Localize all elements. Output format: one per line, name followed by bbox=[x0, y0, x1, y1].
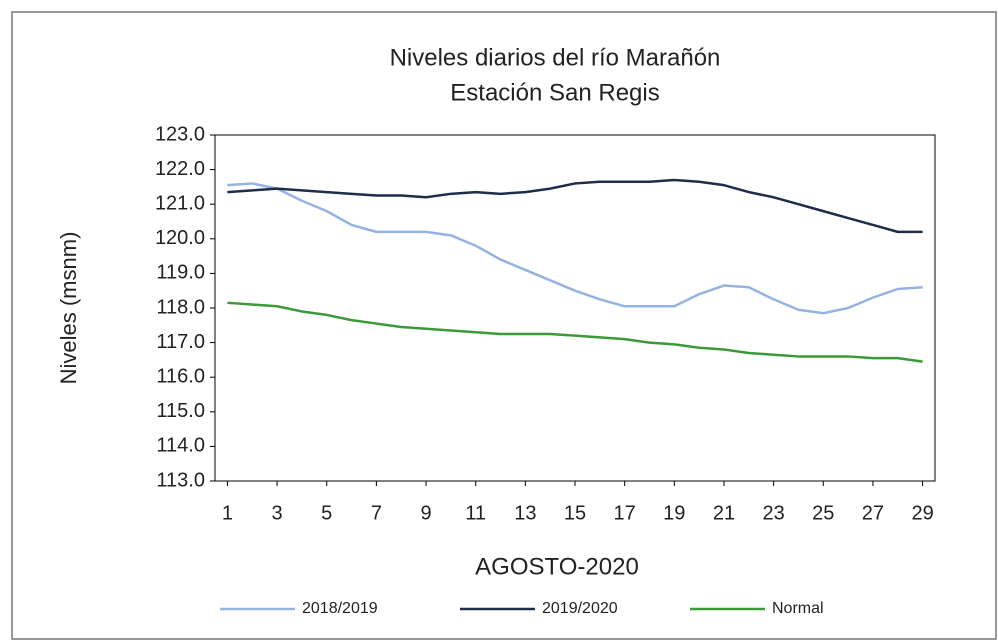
y-tick-label: 123.0 bbox=[155, 123, 205, 145]
chart-title: Niveles diarios del río Marañón bbox=[390, 44, 721, 71]
y-axis-label: Niveles (msnm) bbox=[56, 232, 81, 385]
x-tick-label: 29 bbox=[911, 502, 933, 524]
x-tick-label: 21 bbox=[713, 502, 735, 524]
chart-subtitle: Estación San Regis bbox=[450, 79, 659, 106]
y-tick-label: 116.0 bbox=[156, 365, 205, 387]
y-tick-label: 118.0 bbox=[156, 296, 205, 318]
x-tick-label: 5 bbox=[321, 502, 332, 524]
x-tick-label: 3 bbox=[272, 502, 283, 524]
line-series bbox=[227, 182, 923, 315]
line-series bbox=[227, 301, 923, 363]
y-tick-label: 117.0 bbox=[156, 331, 205, 353]
chart-frame bbox=[11, 11, 997, 640]
x-axis-label: AGOSTO-2020 bbox=[475, 553, 639, 580]
legend-label: 2018/2019 bbox=[302, 600, 378, 617]
y-tick-label: 122.0 bbox=[155, 158, 205, 180]
x-tick-label: 25 bbox=[812, 502, 834, 524]
x-tick-label: 27 bbox=[862, 502, 884, 524]
x-tick-label: 23 bbox=[762, 502, 784, 524]
y-tick-label: 115.0 bbox=[156, 400, 205, 422]
x-tick-label: 7 bbox=[371, 502, 382, 524]
x-tick-label: 15 bbox=[564, 502, 586, 524]
legend-label: 2019/2020 bbox=[542, 600, 618, 617]
y-tick-label: 113.0 bbox=[156, 469, 205, 491]
x-tick-label: 19 bbox=[663, 502, 685, 524]
y-tick-label: 121.0 bbox=[155, 192, 205, 214]
x-tick-label: 1 bbox=[222, 502, 233, 524]
x-tick-label: 9 bbox=[420, 502, 431, 524]
y-tick-label: 119.0 bbox=[156, 262, 205, 284]
y-tick-label: 114.0 bbox=[156, 435, 205, 457]
x-tick-label: 17 bbox=[614, 502, 636, 524]
x-tick-label: 13 bbox=[514, 502, 536, 524]
legend-label: Normal bbox=[772, 600, 824, 617]
x-tick-label: 11 bbox=[465, 502, 486, 524]
y-tick-label: 120.0 bbox=[155, 227, 205, 249]
line-series bbox=[227, 178, 923, 234]
